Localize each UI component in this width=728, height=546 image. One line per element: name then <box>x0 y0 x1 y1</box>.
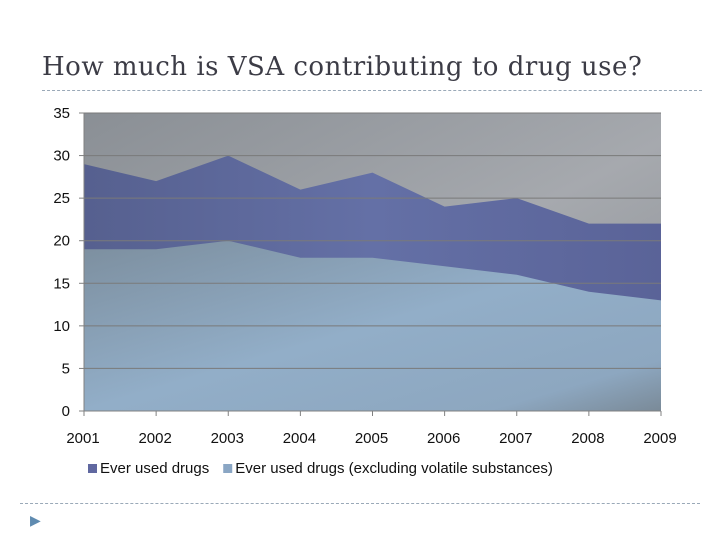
legend-label-2: Ever used drugs (excluding volatile subs… <box>235 460 553 477</box>
y-tick-label: 10 <box>53 318 70 335</box>
y-tick-label: 15 <box>53 275 70 292</box>
y-tick-label: 25 <box>53 190 70 207</box>
y-tick-label: 20 <box>53 233 70 250</box>
y-tick-label: 30 <box>53 148 70 165</box>
y-tick-label: 35 <box>53 105 70 122</box>
legend-label-1: Ever used drugs <box>100 460 209 477</box>
footer-divider <box>20 503 700 504</box>
x-tick-label: 2006 <box>427 430 460 447</box>
y-tick-label: 5 <box>62 360 70 377</box>
x-tick-label: 2003 <box>211 430 244 447</box>
triangle-bullet-icon: ▶ <box>30 512 41 528</box>
x-tick-label: 2005 <box>355 430 388 447</box>
area-chart: 0 5 10 15 20 25 30 35 2001 2002 2003 2004 2005 2006 2… <box>53 105 676 477</box>
x-tick-label: 2001 <box>66 430 99 447</box>
legend-swatch-2 <box>223 464 233 473</box>
x-tick-label: 2008 <box>571 430 604 447</box>
legend-swatch-1 <box>88 464 97 473</box>
x-tick-label: 2009 <box>643 430 676 447</box>
x-tick-label: 2007 <box>499 430 532 447</box>
x-tick-label: 2004 <box>283 430 316 447</box>
slide-title: How much is VSA contributing to drug use… <box>42 52 643 82</box>
y-tick-label: 0 <box>62 403 70 420</box>
x-tick-label: 2002 <box>138 430 171 447</box>
title-divider <box>42 90 702 91</box>
